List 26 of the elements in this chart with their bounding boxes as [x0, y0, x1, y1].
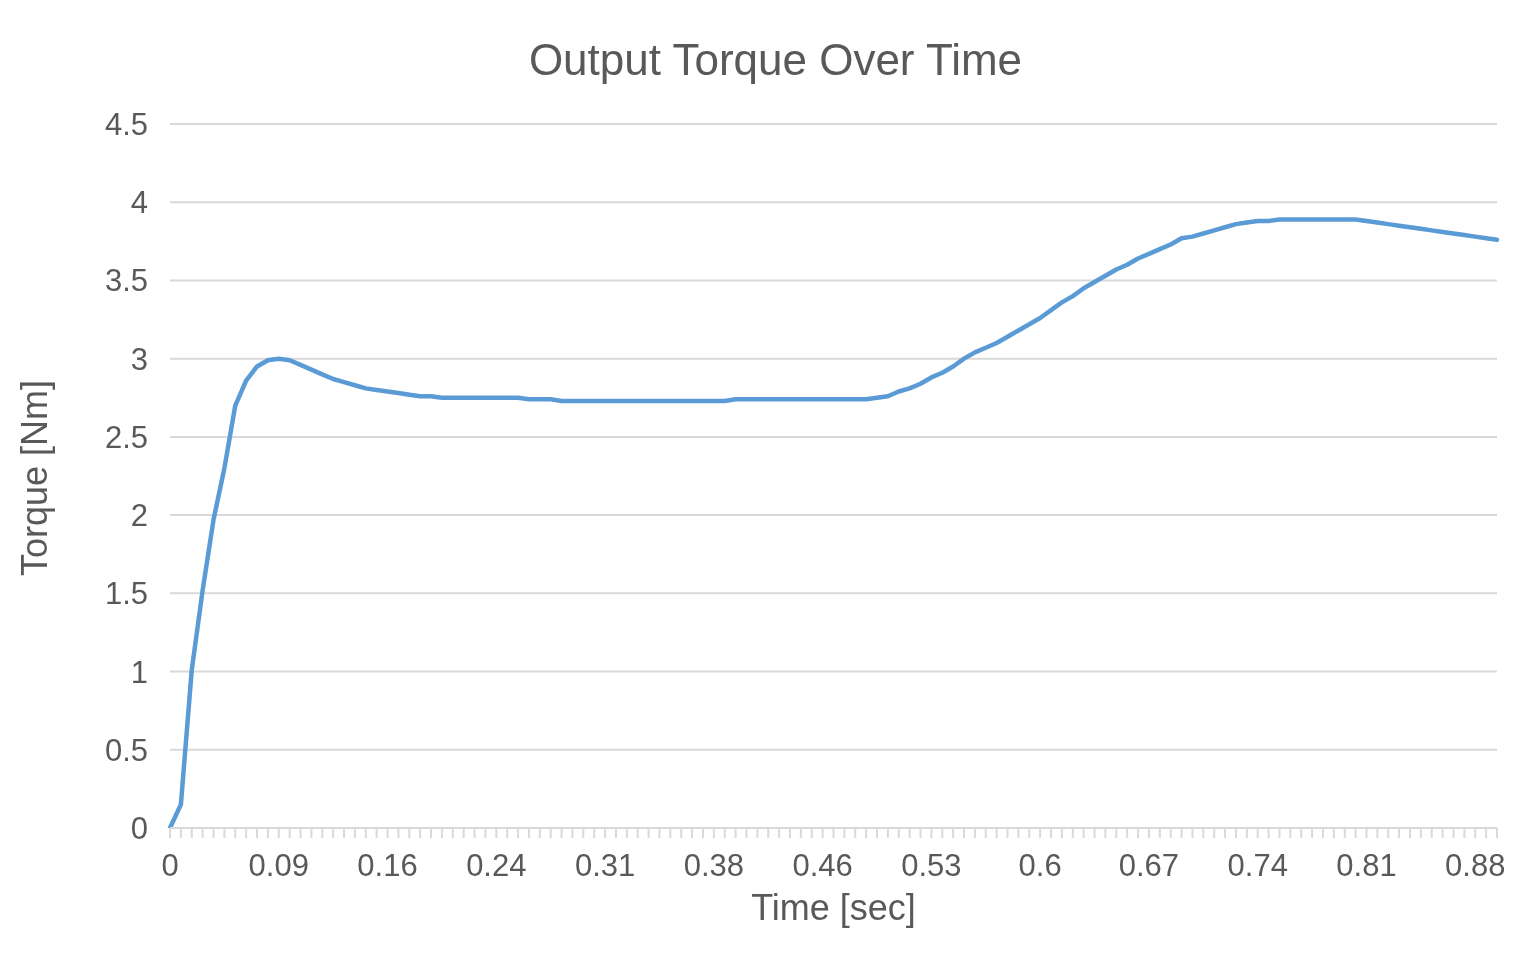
x-tick-label: 0.88	[1445, 848, 1506, 884]
x-tick-label: 0.74	[1227, 848, 1288, 884]
y-tick-label: 4	[130, 185, 148, 221]
x-tick-label: 0.24	[466, 848, 527, 884]
x-tick-label: 0.16	[357, 848, 418, 884]
chart-title: Output Torque Over Time	[527, 34, 1024, 86]
y-tick-label: 2	[130, 498, 148, 534]
y-tick-label: 3	[130, 341, 148, 377]
y-tick-label: 0.5	[104, 732, 148, 768]
y-axis-title: Torque [Nm]	[13, 379, 55, 576]
x-tick-label: 0.38	[683, 848, 745, 884]
y-tick-label: 4.5	[104, 107, 148, 143]
y-tick-label: 1.5	[104, 576, 148, 612]
x-axis-title: Time [sec]	[751, 887, 916, 928]
x-tick-label: 0.6	[1018, 848, 1062, 884]
x-tick-label: 0	[161, 848, 179, 884]
x-tick-label: 0.09	[248, 848, 309, 884]
y-tick-label: 1	[130, 654, 148, 690]
y-tick-label: 2.5	[104, 419, 148, 455]
x-tick-label: 0.53	[901, 848, 962, 884]
x-tick-label: 0.46	[792, 848, 853, 884]
x-tick-label: 0.67	[1118, 848, 1180, 884]
y-tick-label: 0	[130, 811, 148, 847]
y-tick-label: 3.5	[104, 263, 148, 299]
x-tick-label: 0.31	[574, 848, 636, 884]
x-tick-label: 0.81	[1336, 848, 1397, 884]
